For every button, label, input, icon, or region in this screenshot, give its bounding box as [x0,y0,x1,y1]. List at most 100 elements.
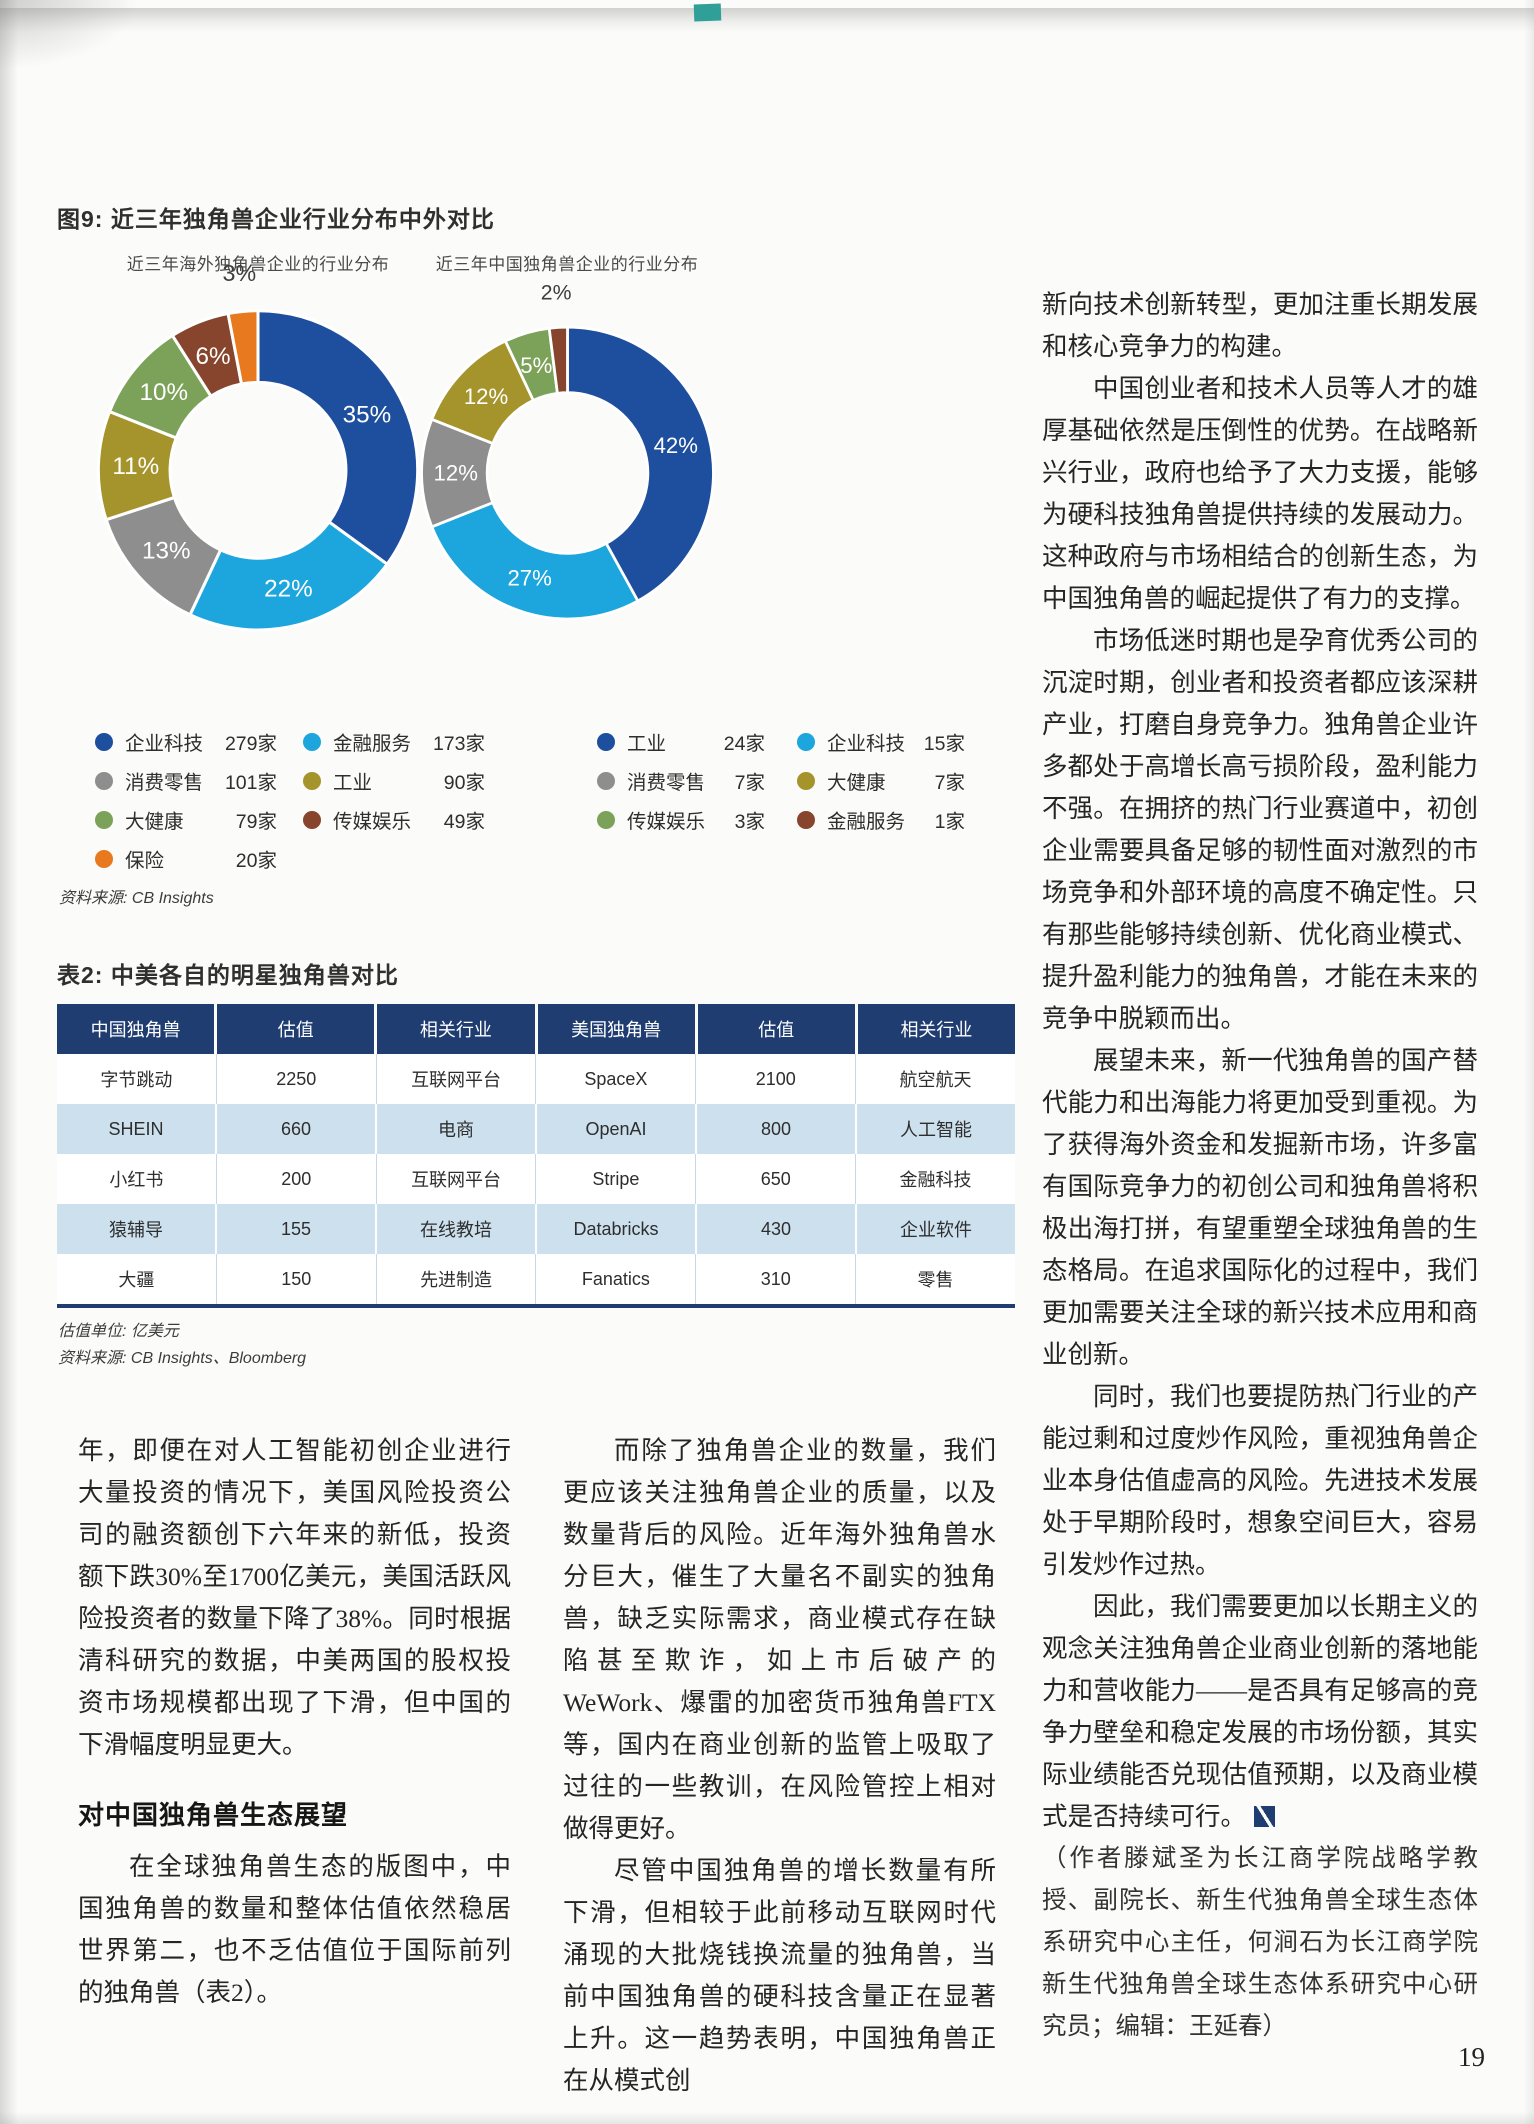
pie-label-保险: 3% [223,260,257,286]
legend-count: 49家 [443,811,485,833]
legend-item: 消费零售 7家 [597,761,765,800]
legend-count: 279家 [224,733,277,755]
pie-slice-企业科技 [430,500,640,621]
table-cell: Stripe [535,1154,695,1204]
table-cell: 航空航天 [855,1054,1015,1104]
table2-header-row: 中国独角兽 估值 相关行业 美国独角兽 估值 相关行业 [57,1004,1016,1054]
paragraph: 同时，我们也要提防热门行业的产能过剩和过度炒作风险，重视独角兽企业本身估值虚高的… [1042,1382,1478,1579]
legend-item: 传媒娱乐 49家 [303,800,485,839]
scan-artifact-right-edge [1524,0,1534,2124]
legend-item: 企业科技 15家 [797,722,965,761]
legend-swatch-icon [597,732,615,751]
table2-body: 字节跳动 2250 互联网平台 SpaceX 2100 航空航天 SHEIN 660 电商 Ope… [57,1054,1015,1304]
paragraph: 新向技术创新转型，更加注重长期发展和核心竞争力的构建。 [1042,290,1478,361]
pie-label-消费零售: 12% [434,461,478,486]
legend-item: 金融服务 173家 [303,722,485,761]
legend-count: 1家 [934,811,965,833]
table-cell: 金融科技 [855,1154,1015,1204]
table2: 中国独角兽 估值 相关行业 美国独角兽 估值 相关行业 字节跳动 2250 互联网平台 Spac… [57,1004,1016,1308]
author-note: （作者滕斌圣为长江商学院战略学教授、副院长、新生代独角兽全球生态体系研究中心主任… [1042,1845,1478,2040]
legend-label: 保险 [125,850,165,872]
pie-label-企业科技: 35% [343,401,392,428]
table-cell: 猿辅导 [109,1220,163,1240]
table-cell: 430 [695,1204,855,1254]
paragraph: 年，即便在对人工智能初创企业进行大量投资的情况下，美国风险投资公司的融资额创下六… [78,1436,511,1759]
legend-label: 消费零售 [627,772,706,794]
legend-item: 金融服务 1家 [797,800,965,839]
legend-column: 企业科技 279家 消费零售 101家大健康 79家保险 20家 [95,722,277,878]
legend-label: 大健康 [125,811,184,833]
legend-item: 消费零售 101家 [95,761,277,800]
legend-count: 90家 [443,772,485,794]
figure9-source: 资料来源: CB Insights [59,890,214,907]
scan-artifact-teal-mark [693,3,722,22]
pie-label-大健康: 10% [140,379,189,406]
legend-label: 工业 [333,772,373,794]
table-cell: 660 [215,1104,375,1154]
paragraph: 市场低迷时期也是孕育优秀公司的沉淀时期，创业者和投资者都应该深耕产业，打磨自身竞… [1042,626,1478,1033]
legend-item: 大健康 79家 [95,800,277,839]
legend-count: 7家 [734,772,765,794]
table2-title: 表2: 中美各自的明星独角兽对比 [57,962,399,988]
table-row: 猿辅导 155 在线教培 Databricks 430 企业软件 [57,1204,1015,1254]
table-cell: 小红书 [109,1170,164,1190]
table-cell: 2100 [695,1054,855,1104]
legend-label: 传媒娱乐 [627,811,706,833]
legend-count: 173家 [432,733,485,755]
legend-label: 企业科技 [827,733,906,755]
legend-count: 7家 [934,772,965,794]
pie-label-大健康: 12% [464,384,508,409]
table-cell: 200 [215,1154,376,1204]
legend-label: 消费零售 [125,772,204,794]
table2-note-unit: 估值单位: 亿美元 [58,1323,179,1340]
table-cell: 155 [215,1204,375,1254]
pie-overseas-donut: 35% 22% 13% 11% 10% 6% 3% [66,246,450,660]
table-cell: 人工智能 [855,1104,1015,1154]
legend-count: 79家 [235,811,277,833]
paragraph: 尽管中国独角兽的增长数量有所下滑，但相较于此前移动互联网时代涌现的大批烧钱换流量… [563,1856,996,2095]
paragraph: 展望未来，新一代独角兽的国产替代能力和出海能力将更加受到重视。为了获得海外资金和… [1042,1046,1478,1369]
legend-count: 24家 [723,733,765,755]
table-cell: 在线教培 [375,1204,535,1254]
table-cell: OpenAI [535,1104,695,1154]
table2-header-cell: 估值 [217,1004,375,1054]
table2-header-cell: 相关行业 [857,1004,1016,1054]
legend-count: 101家 [224,772,277,794]
scan-artifact-corner [0,0,140,70]
paragraph: 而除了独角兽企业的数量，我们更应该关注独角兽企业的质量，以及数量背后的风险。近年… [563,1436,996,1843]
table-row: 小红书 200 互联网平台 Stripe 650 金融科技 [57,1154,1015,1204]
table-cell: 310 [695,1254,855,1304]
table-row: SHEIN 660 电商 OpenAI 800 人工智能 [57,1104,1015,1154]
table2-notes: 估值单位: 亿美元 资料来源: CB Insights、Bloomberg [58,1318,306,1372]
paragraph: 中国创业者和技术人员等人才的雄厚基础依然是压倒性的优势。在战略新兴行业，政府也给… [1042,374,1478,613]
table-cell: SHEIN [108,1118,164,1139]
table-row: 字节跳动 2250 互联网平台 SpaceX 2100 航空航天 [57,1054,1015,1104]
table-row: 大疆 150 先进制造 Fanatics 310 零售 [57,1254,1015,1304]
pie-china-donut: 42% 27% 12% 12% 5% 2% [392,268,743,647]
legend-item: 工业 24家 [597,722,765,761]
legend-swatch-icon [797,810,815,829]
pie-label-传媒娱乐: 5% [520,353,552,378]
legend-swatch-icon [95,810,113,829]
legend-item: 保险 20家 [95,839,277,878]
table-cell: SpaceX [535,1054,695,1104]
legend-swatch-icon [303,810,321,829]
table2-header-cell: 估值 [697,1004,855,1054]
pie-slice-保险 [226,309,260,386]
legend-count: 3家 [734,811,765,833]
pie-slice-金融服务 [547,325,569,395]
legend-count: 20家 [235,850,277,872]
pie-label-企业科技: 27% [507,566,551,591]
table-cell: 2250 [215,1054,376,1104]
legend-item: 传媒娱乐 3家 [597,800,765,839]
legend-label: 工业 [627,733,667,755]
table-cell: 字节跳动 [100,1070,173,1090]
legend-column: 工业 24家 消费零售 7家传媒娱乐 3家 [597,722,765,839]
legend-label: 企业科技 [125,733,204,755]
pie-label-传媒娱乐: 6% [195,343,230,370]
legend-label: 金融服务 [827,811,906,833]
table2-header-cell: 中国独角兽 [57,1004,215,1054]
pie-label-工业: 11% [112,453,159,480]
table-cell: 150 [215,1254,376,1304]
